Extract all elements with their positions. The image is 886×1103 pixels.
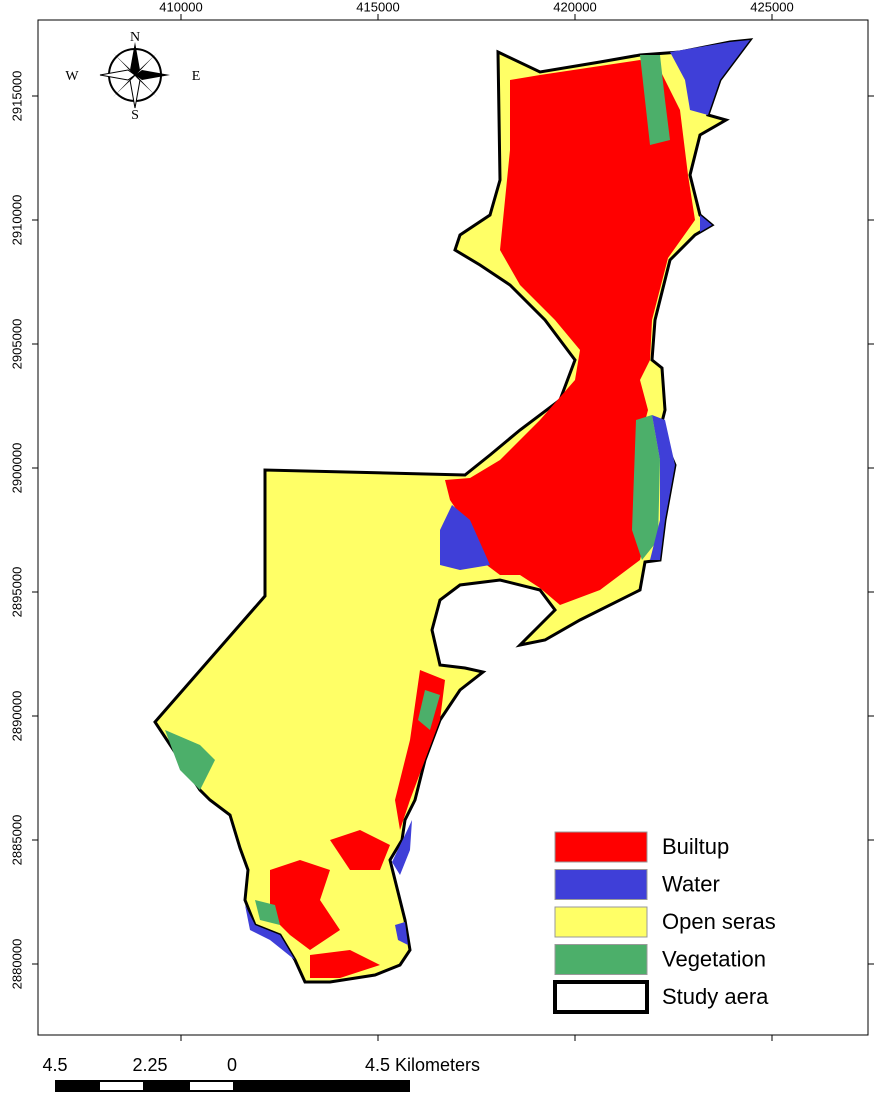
builtup-area <box>330 830 390 870</box>
water-area <box>650 415 675 560</box>
northing-label: 2900000 <box>9 443 24 494</box>
water-area <box>392 820 412 875</box>
northing-label: 2905000 <box>9 319 24 370</box>
legend-swatch <box>553 980 649 1014</box>
water-area <box>245 905 295 960</box>
legend-label: Vegetation <box>662 946 766 971</box>
vegetation-area <box>418 690 440 730</box>
easting-label: 420000 <box>553 0 596 14</box>
water-area <box>440 505 490 570</box>
compass-point <box>135 70 170 80</box>
easting-label: 415000 <box>356 0 399 14</box>
vegetation-area <box>632 415 660 560</box>
easting-label: 410000 <box>159 0 202 14</box>
northing-label: 2915000 <box>9 71 24 122</box>
northing-label: 2895000 <box>9 567 24 618</box>
vegetation-area <box>640 55 670 145</box>
builtup-area <box>445 60 695 605</box>
northing-label: 2890000 <box>9 691 24 742</box>
legend-swatch <box>554 831 648 863</box>
legend-label: Water <box>662 871 720 896</box>
scale-label: 0 <box>227 1055 237 1075</box>
water-area <box>395 922 408 945</box>
vegetation-area <box>255 900 280 925</box>
easting-label: 425000 <box>750 0 793 14</box>
map-frame <box>37 19 869 1036</box>
compass-n: N <box>130 30 140 45</box>
northing-label: 2880000 <box>9 939 24 990</box>
compass-s: S <box>131 108 139 123</box>
compass-point <box>99 69 136 81</box>
scale-label: 4.5 <box>42 1055 67 1075</box>
water-area <box>700 215 712 232</box>
water-area <box>670 40 750 115</box>
builtup-area <box>270 860 340 950</box>
legend-label: Builtup <box>662 834 729 859</box>
legend-label: Open seras <box>662 909 776 934</box>
scale-segment <box>190 1082 233 1090</box>
vegetation-area <box>165 730 215 790</box>
northing-label: 2910000 <box>9 195 24 246</box>
compass-e: E <box>192 69 201 84</box>
compass: N S E W <box>65 30 200 123</box>
compass-point <box>129 74 141 109</box>
builtup-area <box>310 950 380 978</box>
compass-w: W <box>65 69 79 84</box>
legend-swatch <box>554 944 648 975</box>
scale-label: 2.25 <box>132 1055 167 1075</box>
legend-swatch <box>554 906 648 938</box>
legend-label: Study aera <box>662 984 769 1009</box>
scale-segment <box>100 1082 143 1090</box>
scale-label: 4.5 Kilometers <box>365 1055 480 1075</box>
compass-point <box>130 42 140 75</box>
scale-bar: 4.5 2.25 0 4.5 Kilometers <box>42 1055 480 1092</box>
northing-label: 2885000 <box>9 815 24 866</box>
legend-swatch <box>554 869 648 900</box>
